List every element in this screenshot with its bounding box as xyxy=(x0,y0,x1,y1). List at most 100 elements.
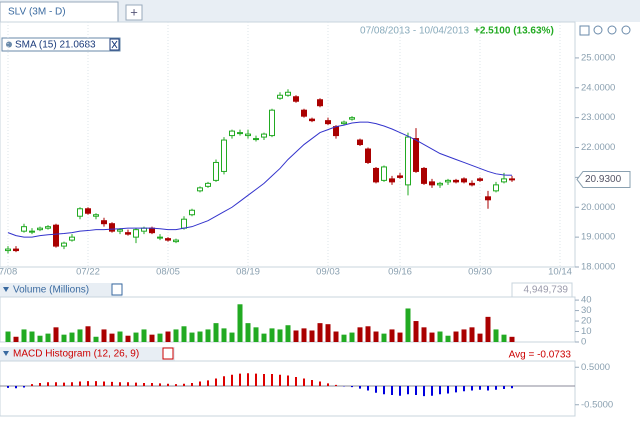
macd-bar xyxy=(271,374,273,386)
volume-bar xyxy=(142,329,147,342)
macd-bar xyxy=(39,383,41,386)
y-tick-label: 22.0000 xyxy=(581,142,615,153)
volume-bar xyxy=(54,327,59,342)
candle-body xyxy=(510,179,515,180)
candle-body xyxy=(302,110,307,116)
candle-body xyxy=(134,230,139,237)
candle-body xyxy=(22,227,27,231)
zoom-out-button[interactable] xyxy=(608,26,616,34)
macd-bar xyxy=(7,386,9,388)
candle-body xyxy=(454,180,459,181)
volume-bar xyxy=(462,329,467,342)
zoom-reset-button[interactable] xyxy=(622,26,630,34)
candle-body xyxy=(102,221,107,224)
macd-bar xyxy=(119,382,121,386)
candle-body xyxy=(94,215,99,216)
volume-bar xyxy=(6,332,11,342)
candle-body xyxy=(374,168,379,181)
volume-bar xyxy=(230,333,235,342)
candle-body xyxy=(430,182,435,185)
macd-bar xyxy=(447,386,449,394)
x-tick-label: 10/14 xyxy=(548,267,572,278)
macd-bar xyxy=(279,375,281,386)
x-tick-label: 07/22 xyxy=(76,267,100,278)
tab-label: SLV (3M - D) xyxy=(8,7,66,18)
macd-bar xyxy=(47,382,49,386)
zoom-in-button[interactable] xyxy=(594,26,602,34)
macd-bar xyxy=(487,386,489,391)
macd-bar xyxy=(231,375,233,386)
candle-body xyxy=(86,209,91,213)
volume-bar xyxy=(174,329,179,342)
candle-body xyxy=(54,225,59,246)
candle-body xyxy=(46,227,51,228)
y-tick-label: 40 xyxy=(581,295,592,306)
macd-bar xyxy=(327,383,329,386)
volume-bar xyxy=(318,323,323,342)
volume-bar xyxy=(46,334,51,342)
macd-bar xyxy=(479,386,481,390)
x-tick-label: 09/30 xyxy=(468,267,492,278)
macd-bar xyxy=(239,374,241,386)
candle-body xyxy=(270,110,275,135)
date-range: 07/08/2013 - 10/04/2013 xyxy=(360,26,469,37)
macd-bar xyxy=(455,386,457,392)
volume-bar xyxy=(286,325,291,342)
candle-body xyxy=(414,139,419,172)
candle-body xyxy=(342,122,347,123)
macd-bar xyxy=(31,384,33,386)
add-tab-label: + xyxy=(130,4,138,19)
candle-body xyxy=(158,237,163,238)
y-tick-label: 20.0000 xyxy=(581,202,615,213)
volume-bar xyxy=(438,332,443,342)
volume-bar xyxy=(478,334,483,342)
candle-body xyxy=(126,233,131,234)
candle-body xyxy=(182,219,187,228)
macd-bar xyxy=(287,376,289,387)
macd-remove-button[interactable] xyxy=(163,348,173,359)
macd-bar xyxy=(183,384,185,386)
y-tick-label: 0 xyxy=(581,337,586,348)
y-tick-label: 10 xyxy=(581,326,592,337)
volume-bar xyxy=(198,332,203,342)
volume-bar xyxy=(222,328,227,342)
candle-body xyxy=(486,197,491,200)
volume-bar xyxy=(510,337,515,342)
sma-legend-icon xyxy=(6,42,12,48)
macd-bar xyxy=(319,382,321,387)
macd-bar xyxy=(399,386,401,396)
candle-body xyxy=(174,240,179,241)
y-tick-label: 25.0000 xyxy=(581,52,615,63)
volume-bar xyxy=(382,334,387,342)
macd-bar xyxy=(175,384,177,386)
volume-bar xyxy=(486,317,491,342)
volume-bar xyxy=(94,337,99,342)
macd-bar xyxy=(423,386,425,396)
candle-body xyxy=(30,231,35,232)
macd-bar xyxy=(311,380,313,386)
volume-bar xyxy=(110,334,115,342)
volume-bar xyxy=(238,304,243,342)
volume-bar xyxy=(502,335,507,342)
volume-bar xyxy=(350,333,355,342)
x-tick-label: 7/08 xyxy=(0,267,17,278)
macd-bar xyxy=(375,386,377,393)
candle-body xyxy=(326,121,331,124)
volume-remove-button[interactable] xyxy=(112,284,122,295)
macd-bar xyxy=(439,386,441,394)
volume-bar xyxy=(374,332,379,342)
volume-bar xyxy=(206,329,211,342)
macd-bar xyxy=(367,386,369,391)
volume-bar xyxy=(62,335,67,342)
candle-body xyxy=(390,179,395,182)
macd-average: Avg = -0.0733 xyxy=(509,350,572,361)
candle-body xyxy=(254,139,259,140)
volume-title: Volume (Millions) xyxy=(13,285,89,296)
macd-bar xyxy=(383,386,385,394)
candle-body xyxy=(62,243,67,246)
fit-button[interactable] xyxy=(580,26,589,35)
candle-body xyxy=(446,180,451,181)
volume-bar xyxy=(342,335,347,342)
macd-bar xyxy=(15,386,17,388)
